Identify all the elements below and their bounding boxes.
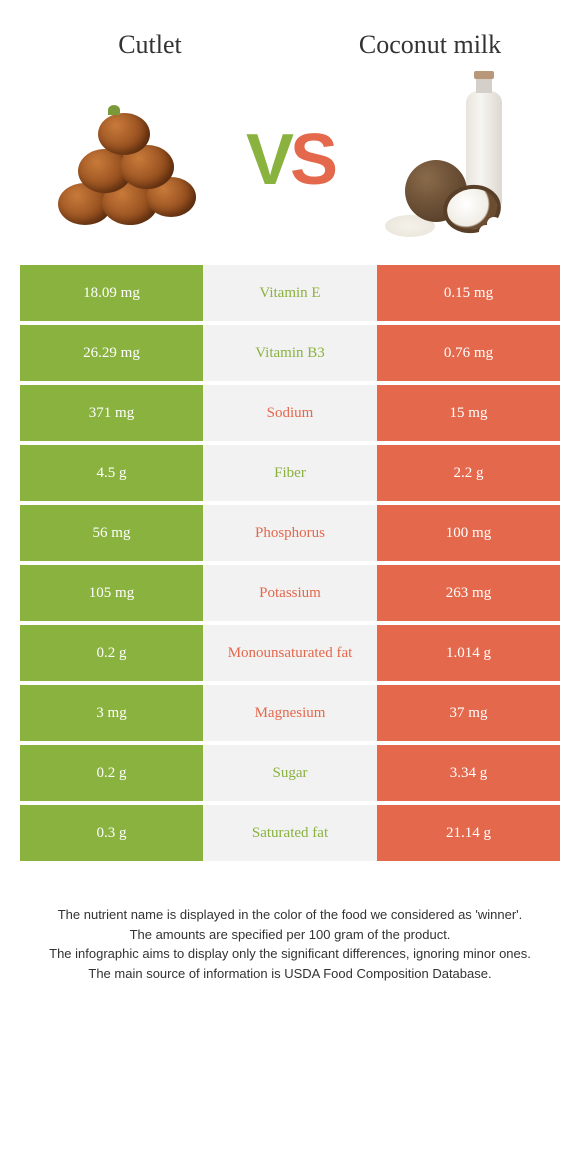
- right-value-cell: 1.014 g: [377, 625, 560, 681]
- cutlet-image: [40, 80, 200, 240]
- table-row: 18.09 mgVitamin E0.15 mg: [20, 265, 560, 321]
- right-value-cell: 3.34 g: [377, 745, 560, 801]
- table-row: 0.3 gSaturated fat21.14 g: [20, 805, 560, 861]
- left-value-cell: 4.5 g: [20, 445, 203, 501]
- vs-v-letter: V: [246, 120, 290, 200]
- right-value-cell: 0.76 mg: [377, 325, 560, 381]
- left-value-cell: 371 mg: [20, 385, 203, 441]
- table-row: 0.2 gMonounsaturated fat1.014 g: [20, 625, 560, 681]
- left-food-title: Cutlet: [60, 30, 240, 60]
- table-row: 3 mgMagnesium37 mg: [20, 685, 560, 741]
- footer-line: The amounts are specified per 100 gram o…: [30, 925, 550, 945]
- right-value-cell: 263 mg: [377, 565, 560, 621]
- nutrient-label-cell: Vitamin B3: [203, 325, 377, 381]
- right-food-title: Coconut milk: [340, 30, 520, 60]
- right-value-cell: 100 mg: [377, 505, 560, 561]
- right-value-cell: 37 mg: [377, 685, 560, 741]
- nutrient-label-cell: Sodium: [203, 385, 377, 441]
- images-row: VS: [0, 75, 580, 265]
- vs-s-letter: S: [290, 120, 334, 200]
- comparison-table: 18.09 mgVitamin E0.15 mg26.29 mgVitamin …: [0, 265, 580, 861]
- table-row: 0.2 gSugar3.34 g: [20, 745, 560, 801]
- left-value-cell: 56 mg: [20, 505, 203, 561]
- right-value-cell: 0.15 mg: [377, 265, 560, 321]
- left-value-cell: 26.29 mg: [20, 325, 203, 381]
- left-value-cell: 18.09 mg: [20, 265, 203, 321]
- table-row: 56 mgPhosphorus100 mg: [20, 505, 560, 561]
- left-value-cell: 0.3 g: [20, 805, 203, 861]
- nutrient-label-cell: Potassium: [203, 565, 377, 621]
- nutrient-label-cell: Monounsaturated fat: [203, 625, 377, 681]
- left-value-cell: 0.2 g: [20, 745, 203, 801]
- right-value-cell: 15 mg: [377, 385, 560, 441]
- left-value-cell: 105 mg: [20, 565, 203, 621]
- right-value-cell: 21.14 g: [377, 805, 560, 861]
- nutrient-label-cell: Phosphorus: [203, 505, 377, 561]
- right-value-cell: 2.2 g: [377, 445, 560, 501]
- table-row: 105 mgPotassium263 mg: [20, 565, 560, 621]
- footer-notes: The nutrient name is displayed in the co…: [0, 865, 580, 983]
- nutrient-label-cell: Magnesium: [203, 685, 377, 741]
- table-row: 371 mgSodium15 mg: [20, 385, 560, 441]
- vs-label: VS: [246, 119, 334, 201]
- table-row: 26.29 mgVitamin B30.76 mg: [20, 325, 560, 381]
- nutrient-label-cell: Fiber: [203, 445, 377, 501]
- nutrient-label-cell: Vitamin E: [203, 265, 377, 321]
- coconut-milk-image: [380, 80, 540, 240]
- left-value-cell: 3 mg: [20, 685, 203, 741]
- left-value-cell: 0.2 g: [20, 625, 203, 681]
- nutrient-label-cell: Saturated fat: [203, 805, 377, 861]
- header-row: Cutlet Coconut milk: [0, 0, 580, 75]
- footer-line: The main source of information is USDA F…: [30, 964, 550, 984]
- nutrient-label-cell: Sugar: [203, 745, 377, 801]
- footer-line: The infographic aims to display only the…: [30, 944, 550, 964]
- table-row: 4.5 gFiber2.2 g: [20, 445, 560, 501]
- footer-line: The nutrient name is displayed in the co…: [30, 905, 550, 925]
